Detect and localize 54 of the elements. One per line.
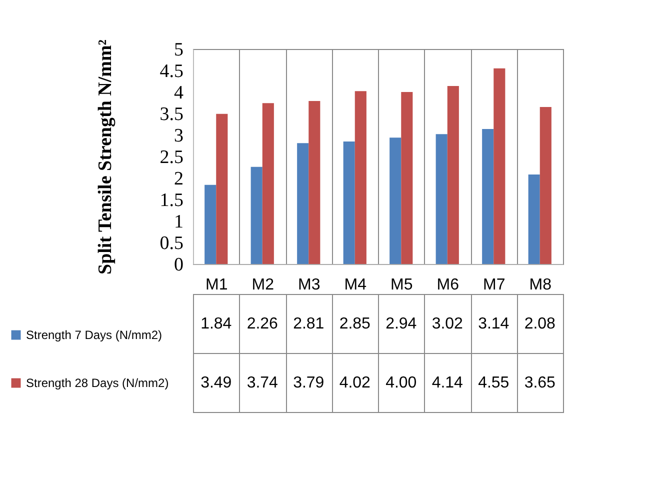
data-label: 4.14 bbox=[432, 374, 464, 392]
data-label: 4.00 bbox=[386, 374, 417, 392]
y-tick-label: 3.5 bbox=[160, 104, 184, 125]
x-tick-label: M7 bbox=[483, 276, 506, 294]
y-tick-label: 3 bbox=[174, 126, 184, 146]
x-tick-label: M8 bbox=[529, 276, 552, 294]
y-axis-title: Split Tensile Strength N/mm² bbox=[94, 39, 116, 274]
x-tick-label: M3 bbox=[298, 276, 320, 294]
bar bbox=[447, 86, 459, 264]
bar bbox=[354, 91, 366, 264]
bar bbox=[482, 128, 494, 264]
data-label: 2.85 bbox=[339, 316, 371, 332]
y-tick-label: 2.5 bbox=[160, 147, 184, 168]
data-label: 2.26 bbox=[246, 316, 278, 332]
legend-label: Strength 7 Days (N/mm2) bbox=[26, 328, 162, 342]
data-label: 4.55 bbox=[478, 374, 510, 392]
data-label: 3.74 bbox=[246, 374, 278, 392]
bar bbox=[262, 103, 274, 264]
data-label: 3.49 bbox=[200, 374, 232, 392]
x-tick-label: M5 bbox=[390, 276, 413, 294]
y-tick-label: 0.5 bbox=[160, 233, 184, 254]
data-label: 2.08 bbox=[524, 316, 556, 332]
data-label: 3.65 bbox=[524, 374, 556, 392]
data-label: 4.02 bbox=[339, 374, 371, 392]
bar bbox=[250, 166, 262, 264]
bar bbox=[308, 101, 320, 264]
y-tick-label: 4.5 bbox=[160, 61, 184, 82]
data-label: 3.79 bbox=[293, 374, 324, 392]
x-tick-label: M2 bbox=[252, 276, 274, 294]
bar bbox=[494, 68, 506, 264]
bar bbox=[343, 141, 355, 264]
y-tick-label: 1.5 bbox=[160, 190, 184, 211]
x-tick-label: M4 bbox=[344, 276, 367, 294]
data-label: 3.14 bbox=[478, 316, 510, 332]
y-tick-label: 1 bbox=[174, 212, 184, 232]
legend-label: Strength 28 Days (N/mm2) bbox=[26, 376, 169, 390]
data-label: 3.02 bbox=[432, 316, 464, 332]
data-label: 1.84 bbox=[200, 316, 232, 332]
y-tick-label: 2 bbox=[174, 168, 184, 190]
bar bbox=[204, 184, 216, 264]
y-tick-label: 4 bbox=[174, 82, 184, 104]
y-tick-label: 5 bbox=[174, 40, 184, 60]
y-tick-label: 0 bbox=[174, 254, 184, 276]
bar bbox=[390, 138, 402, 264]
data-label: 2.94 bbox=[386, 316, 417, 332]
bar bbox=[297, 143, 309, 264]
bar bbox=[436, 134, 448, 264]
bar bbox=[216, 114, 228, 264]
data-label: 2.81 bbox=[293, 316, 324, 332]
x-tick-label: M6 bbox=[436, 276, 460, 294]
bar bbox=[401, 92, 413, 264]
bar bbox=[528, 174, 540, 264]
bar bbox=[540, 107, 552, 264]
x-tick-label: M1 bbox=[206, 276, 228, 294]
